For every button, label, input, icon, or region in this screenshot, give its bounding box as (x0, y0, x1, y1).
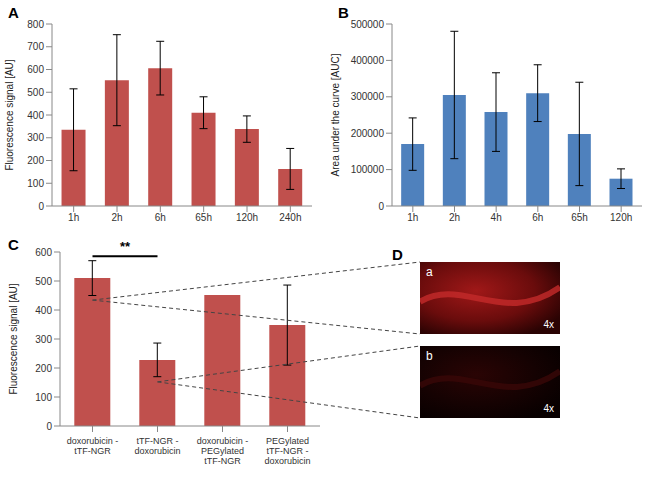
svg-text:120h: 120h (610, 212, 632, 223)
svg-text:tTF-NGR -doxorubicin: tTF-NGR -doxorubicin (134, 436, 180, 456)
svg-text:400: 400 (27, 110, 44, 121)
svg-text:0: 0 (46, 421, 52, 432)
svg-text:300: 300 (35, 334, 52, 345)
svg-text:600: 600 (35, 247, 52, 258)
svg-text:65h: 65h (571, 212, 588, 223)
svg-text:**: ** (120, 239, 131, 254)
svg-text:500000: 500000 (351, 19, 385, 30)
svg-text:200000: 200000 (351, 128, 385, 139)
svg-text:2h: 2h (449, 212, 460, 223)
svg-text:6h: 6h (155, 212, 166, 223)
svg-text:a: a (426, 265, 433, 279)
svg-text:400: 400 (35, 305, 52, 316)
svg-text:100: 100 (35, 392, 52, 403)
html-text:A: A (8, 4, 19, 21)
svg-text:doxorubicin -PEGylatedtTF-NGR: doxorubicin -PEGylatedtTF-NGR (197, 436, 249, 466)
svg-text:400000: 400000 (351, 55, 385, 66)
svg-text:0: 0 (378, 201, 384, 212)
svg-text:1h: 1h (407, 212, 418, 223)
svg-text:200: 200 (35, 363, 52, 374)
svg-text:100: 100 (27, 178, 44, 189)
svg-text:300: 300 (27, 132, 44, 143)
svg-text:PEGylatedtTF-NGR -doxorubicin: PEGylatedtTF-NGR -doxorubicin (264, 436, 310, 466)
svg-text:100000: 100000 (351, 164, 385, 175)
svg-text:800: 800 (27, 19, 44, 30)
svg-text:500: 500 (27, 87, 44, 98)
svg-text:Fluorescence signal [AU]: Fluorescence signal [AU] (8, 59, 15, 170)
svg-text:500: 500 (35, 276, 52, 287)
svg-text:240h: 240h (279, 212, 301, 223)
svg-text:1h: 1h (68, 212, 79, 223)
svg-text:2h: 2h (111, 212, 122, 223)
svg-text:700: 700 (27, 41, 44, 52)
svg-text:65h: 65h (195, 212, 212, 223)
svg-text:600: 600 (27, 64, 44, 75)
svg-text:300000: 300000 (351, 91, 385, 102)
svg-text:0: 0 (38, 201, 44, 212)
svg-text:120h: 120h (236, 212, 258, 223)
svg-text:Fluorescence signal [AU]: Fluorescence signal [AU] (8, 283, 19, 394)
svg-text:doxorubicin -tTF-NGR: doxorubicin -tTF-NGR (67, 436, 119, 456)
svg-text:b: b (426, 349, 433, 363)
svg-text:4h: 4h (491, 212, 502, 223)
html-text:B: B (338, 4, 349, 21)
html-text:D: D (392, 246, 403, 263)
svg-text:4x: 4x (543, 319, 554, 330)
svg-text:Area under the curve [AUC]: Area under the curve [AUC] (330, 53, 341, 176)
svg-text:4x: 4x (543, 403, 554, 414)
html-text:C: C (8, 236, 19, 253)
svg-text:6h: 6h (532, 212, 543, 223)
svg-text:200: 200 (27, 155, 44, 166)
